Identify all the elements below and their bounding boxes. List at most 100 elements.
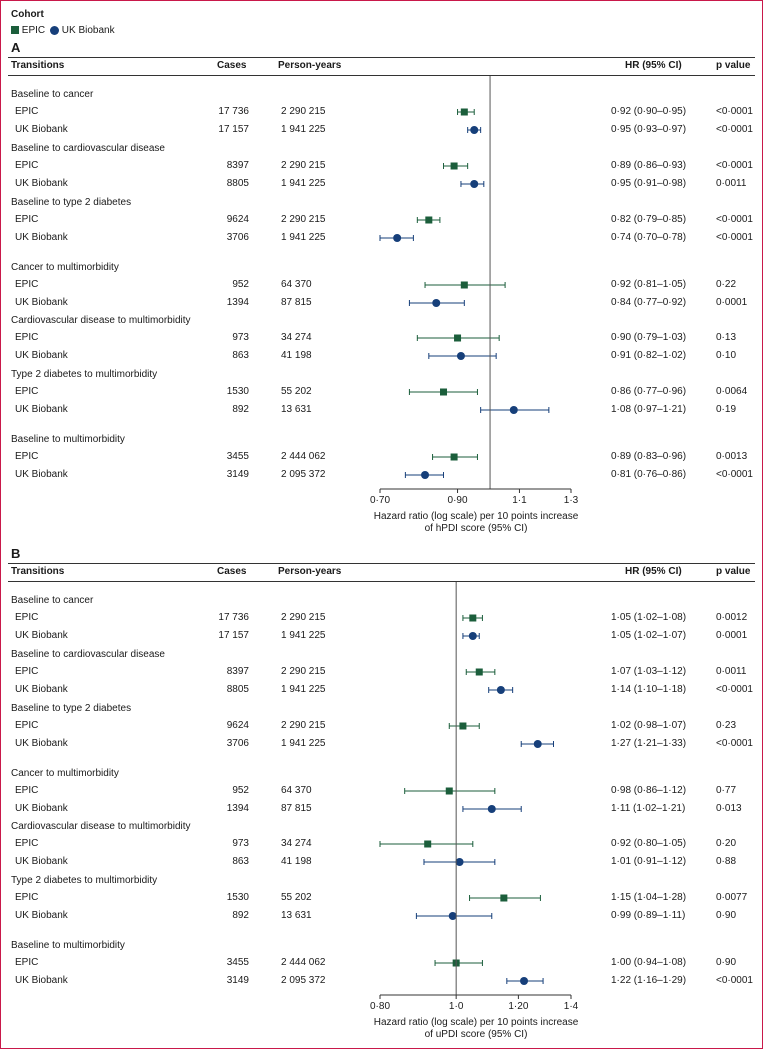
point-estimate-circle bbox=[432, 299, 441, 307]
point-estimate-circle bbox=[393, 234, 402, 242]
point-estimate-square bbox=[445, 787, 453, 795]
point-estimate-square bbox=[454, 334, 462, 342]
row-cases: 1530 bbox=[226, 892, 249, 903]
group-title: Baseline to cardiovascular disease bbox=[11, 143, 165, 154]
row-person-years: 1 941 225 bbox=[281, 738, 326, 749]
legend-item-ukb: UK Biobank bbox=[50, 25, 115, 37]
point-estimate-circle bbox=[533, 740, 542, 748]
row-hr-ci: 0·92 (0·80–1·05) bbox=[611, 838, 687, 849]
row-cohort-label: UK Biobank bbox=[15, 350, 68, 361]
row-person-years: 55 202 bbox=[281, 892, 312, 903]
point-estimate-circle bbox=[421, 471, 430, 479]
row-p-value: 0·22 bbox=[716, 279, 737, 290]
group-title: Cancer to multimorbidity bbox=[11, 262, 119, 273]
panel-letter: A bbox=[11, 40, 21, 55]
row-cohort-label: EPIC bbox=[15, 214, 39, 225]
row-p-value: <0·0001 bbox=[716, 106, 753, 117]
group-title: Type 2 diabetes to multimorbidity bbox=[11, 875, 158, 886]
row-p-value: 0·88 bbox=[716, 856, 737, 867]
row-person-years: 34 274 bbox=[281, 838, 312, 849]
row-cohort-label: EPIC bbox=[15, 386, 39, 397]
row-hr-ci: 0·91 (0·82–1·02) bbox=[611, 350, 687, 361]
row-cohort-label: EPIC bbox=[15, 612, 39, 623]
point-estimate-circle bbox=[470, 126, 479, 134]
row-cases: 17 736 bbox=[218, 106, 249, 117]
row-cohort-label: UK Biobank bbox=[15, 404, 68, 415]
row-p-value: <0·0001 bbox=[716, 124, 753, 135]
row-hr-ci: 1·00 (0·94–1·08) bbox=[611, 957, 687, 968]
row-cohort-label: EPIC bbox=[15, 106, 39, 117]
row-cohort-label: UK Biobank bbox=[15, 910, 68, 921]
row-p-value: 0·20 bbox=[716, 838, 737, 849]
row-person-years: 1 941 225 bbox=[281, 124, 326, 135]
row-hr-ci: 0·95 (0·93–0·97) bbox=[611, 124, 687, 135]
point-estimate-circle bbox=[509, 406, 518, 414]
row-p-value: 0·0077 bbox=[716, 892, 748, 903]
row-person-years: 2 095 372 bbox=[281, 975, 326, 986]
row-p-value: 0·10 bbox=[716, 350, 737, 361]
row-cases: 863 bbox=[232, 856, 249, 867]
row-hr-ci: 0·90 (0·79–1·03) bbox=[611, 332, 687, 343]
row-person-years: 2 290 215 bbox=[281, 612, 326, 623]
point-estimate-circle bbox=[456, 352, 465, 360]
header-bottom-rule bbox=[8, 75, 755, 76]
row-p-value: 0·13 bbox=[716, 332, 737, 343]
row-hr-ci: 0·89 (0·83–0·96) bbox=[611, 451, 687, 462]
group-title: Baseline to multimorbidity bbox=[11, 940, 125, 951]
point-estimate-square bbox=[460, 281, 468, 289]
col-header-person-years: Person-years bbox=[278, 566, 342, 577]
row-person-years: 64 370 bbox=[281, 785, 312, 796]
row-cases: 8397 bbox=[226, 160, 249, 171]
row-p-value: <0·0001 bbox=[716, 232, 753, 243]
row-p-value: 0·0001 bbox=[716, 630, 748, 641]
row-p-value: 0·19 bbox=[716, 404, 737, 415]
group-title: Baseline to type 2 diabetes bbox=[11, 197, 132, 208]
row-hr-ci: 1·11 (1·02–1·21) bbox=[611, 803, 686, 814]
row-cohort-label: EPIC bbox=[15, 279, 39, 290]
row-cases: 952 bbox=[232, 279, 249, 290]
row-cases: 863 bbox=[232, 350, 249, 361]
row-person-years: 2 290 215 bbox=[281, 106, 326, 117]
col-header-cases: Cases bbox=[217, 566, 247, 577]
row-cohort-label: EPIC bbox=[15, 892, 39, 903]
row-hr-ci: 0·99 (0·89–1·11) bbox=[611, 910, 686, 921]
x-tick-label: 0·80 bbox=[369, 1001, 390, 1012]
row-person-years: 55 202 bbox=[281, 386, 312, 397]
point-estimate-square bbox=[500, 894, 508, 902]
col-header-p-value: p value bbox=[716, 60, 751, 71]
row-cases: 973 bbox=[232, 332, 249, 343]
row-cases: 3706 bbox=[226, 232, 249, 243]
row-cohort-label: EPIC bbox=[15, 838, 39, 849]
row-cases: 17 736 bbox=[218, 612, 249, 623]
row-hr-ci: 1·05 (1·02–1·07) bbox=[611, 630, 687, 641]
row-person-years: 34 274 bbox=[281, 332, 312, 343]
group-title: Cardiovascular disease to multimorbidity bbox=[11, 315, 191, 326]
row-p-value: <0·0001 bbox=[716, 975, 753, 986]
row-cases: 892 bbox=[232, 404, 249, 415]
row-cases: 9624 bbox=[226, 214, 249, 225]
row-cohort-label: UK Biobank bbox=[15, 856, 68, 867]
point-estimate-square bbox=[450, 453, 458, 461]
row-cohort-label: EPIC bbox=[15, 957, 39, 968]
row-person-years: 1 941 225 bbox=[281, 630, 326, 641]
x-tick-label: 1·1 bbox=[512, 495, 527, 506]
point-estimate-square bbox=[460, 108, 468, 116]
row-person-years: 2 290 215 bbox=[281, 666, 326, 677]
row-hr-ci: 0·82 (0·79–0·85) bbox=[611, 214, 687, 225]
row-p-value: 0·0012 bbox=[716, 612, 748, 623]
row-p-value: 0·0001 bbox=[716, 297, 748, 308]
x-axis-title-line1: Hazard ratio (log scale) per 10 points i… bbox=[373, 1017, 579, 1028]
row-p-value: 0·23 bbox=[716, 720, 737, 731]
row-hr-ci: 0·86 (0·77–0·96) bbox=[611, 386, 687, 397]
ukb-circle-marker bbox=[50, 25, 59, 35]
row-hr-ci: 1·14 (1·10–1·18) bbox=[611, 684, 687, 695]
row-hr-ci: 0·89 (0·86–0·93) bbox=[611, 160, 687, 171]
x-tick-label: 1·0 bbox=[448, 1001, 464, 1012]
row-p-value: 0·0011 bbox=[716, 666, 747, 677]
row-person-years: 13 631 bbox=[281, 404, 312, 415]
row-cohort-label: UK Biobank bbox=[15, 803, 68, 814]
row-p-value: 0·90 bbox=[716, 910, 737, 921]
row-person-years: 64 370 bbox=[281, 279, 312, 290]
row-hr-ci: 0·95 (0·91–0·98) bbox=[611, 178, 687, 189]
